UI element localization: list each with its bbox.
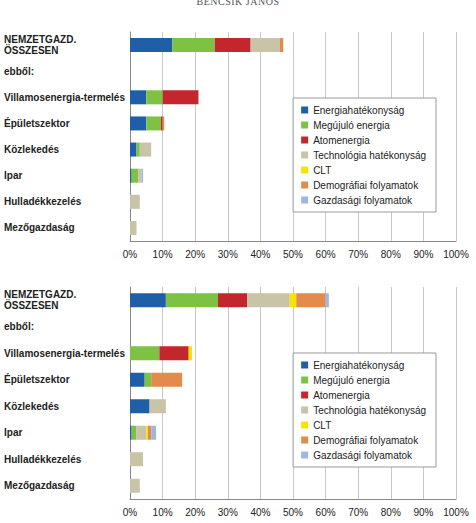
svg-text:ÖSSZESEN: ÖSSZESEN [4, 299, 58, 311]
svg-text:40%: 40% [250, 249, 270, 260]
svg-text:Közlekedés: Közlekedés [4, 401, 59, 412]
svg-text:Energiahatékonyság: Energiahatékonyság [313, 105, 404, 116]
svg-text:20%: 20% [185, 249, 205, 260]
svg-text:10%: 10% [153, 249, 173, 260]
svg-text:CLT: CLT [313, 420, 331, 431]
svg-text:Demográfiai folyamatok: Demográfiai folyamatok [313, 435, 419, 446]
svg-text:Mezőgazdaság: Mezőgazdaság [4, 480, 75, 491]
svg-text:Hulladékkezelés: Hulladékkezelés [4, 454, 82, 465]
svg-text:10%: 10% [153, 507, 173, 518]
svg-text:100%: 100% [443, 507, 469, 518]
svg-text:70%: 70% [348, 507, 368, 518]
svg-text:Megújuló energia: Megújuló energia [313, 375, 390, 386]
svg-text:Demográfiai folyamatok: Demográfiai folyamatok [313, 180, 419, 191]
svg-text:30%: 30% [218, 249, 238, 260]
svg-text:0%: 0% [123, 507, 138, 518]
svg-text:Megújuló energia: Megújuló energia [313, 120, 390, 131]
svg-text:60%: 60% [316, 507, 336, 518]
svg-text:80%: 80% [381, 249, 401, 260]
svg-text:Hulladékkezelés: Hulladékkezelés [4, 196, 82, 207]
svg-text:Közlekedés: Közlekedés [4, 144, 59, 155]
svg-text:100%: 100% [443, 249, 469, 260]
svg-text:90%: 90% [413, 507, 433, 518]
svg-text:80%: 80% [381, 507, 401, 518]
svg-text:Technológia hatékonyság: Technológia hatékonyság [313, 150, 426, 161]
svg-text:NEMZETGAZD.: NEMZETGAZD. [4, 34, 76, 45]
svg-text:Villamosenergia-termelés: Villamosenergia-termelés [4, 92, 125, 103]
svg-text:Ipar: Ipar [4, 427, 22, 438]
svg-text:ebből:: ebből: [4, 66, 34, 77]
svg-text:Energiahatékonyság: Energiahatékonyság [313, 360, 404, 371]
svg-text:Ipar: Ipar [4, 170, 22, 181]
svg-text:Technológia hatékonyság: Technológia hatékonyság [313, 405, 426, 416]
svg-text:90%: 90% [413, 249, 433, 260]
svg-text:Atomenergia: Atomenergia [313, 390, 370, 401]
svg-text:ebből:: ebből: [4, 321, 34, 332]
svg-text:20%: 20% [185, 507, 205, 518]
svg-text:Gazdasági folyamatok: Gazdasági folyamatok [313, 195, 413, 206]
svg-text:Mezőgazdaság: Mezőgazdaság [4, 222, 75, 233]
svg-text:Atomenergia: Atomenergia [313, 135, 370, 146]
svg-text:40%: 40% [250, 507, 270, 518]
svg-text:50%: 50% [283, 507, 303, 518]
svg-text:30%: 30% [218, 507, 238, 518]
svg-text:Villamosenergia-termelés: Villamosenergia-termelés [4, 348, 125, 359]
svg-text:70%: 70% [348, 249, 368, 260]
svg-text:50%: 50% [283, 249, 303, 260]
svg-text:Gazdasági folyamatok: Gazdasági folyamatok [313, 450, 413, 461]
svg-text:ÖSSZESEN: ÖSSZESEN [4, 44, 58, 56]
svg-text:60%: 60% [316, 249, 336, 260]
svg-text:0%: 0% [123, 249, 138, 260]
svg-text:NEMZETGAZD.: NEMZETGAZD. [4, 289, 76, 300]
svg-text:Épületszektor: Épületszektor [4, 117, 70, 129]
svg-text:CLT: CLT [313, 165, 331, 176]
svg-text:Épületszektor: Épületszektor [4, 373, 70, 385]
